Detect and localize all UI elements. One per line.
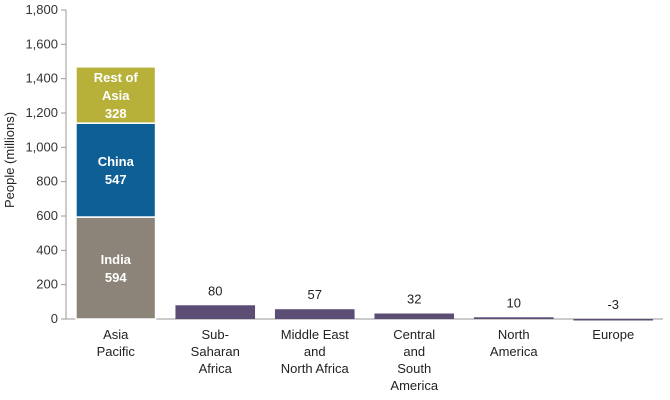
category-label: America (490, 344, 538, 359)
bar (374, 313, 455, 319)
category-label: and (403, 344, 425, 359)
y-axis-title: People (millions) (2, 112, 17, 208)
y-tick-label: 1,400 (25, 71, 58, 86)
bar (473, 317, 554, 319)
category-label: Europe (592, 327, 634, 342)
category-label: America (390, 378, 438, 393)
segment-label: India (101, 252, 132, 267)
segment-label: 594 (105, 270, 127, 285)
bar-value-label: 80 (208, 283, 222, 298)
y-tick-label: 0 (51, 311, 58, 326)
category-label: Middle East (281, 327, 349, 342)
y-tick-label: 200 (36, 277, 58, 292)
bar-segment (75, 216, 157, 320)
bar-value-label: -3 (607, 297, 619, 312)
bar (573, 319, 654, 321)
category-label: and (304, 344, 326, 359)
bar-segment (75, 66, 157, 124)
y-tick-label: 800 (36, 174, 58, 189)
bars: India 594 China 547 Rest of Asia 328 80 57 32 10 -3 (75, 66, 654, 321)
category-label: North (498, 327, 530, 342)
segment-label: China (98, 154, 135, 169)
segment-label: Rest of (94, 70, 139, 85)
bar-value-label: 57 (308, 287, 322, 302)
segment-label: 328 (105, 106, 127, 121)
bar-value-label: 10 (507, 295, 521, 310)
y-tick-label: 600 (36, 208, 58, 223)
category-label: Pacific (97, 344, 136, 359)
y-tick-label: 1,200 (25, 105, 58, 120)
y-tick-label: 1,600 (25, 36, 58, 51)
category-label: South (397, 361, 431, 376)
y-ticks: 0 200 400 600 800 1,000 1,200 1,400 1,600 1,800 (25, 2, 66, 326)
y-tick-label: 400 (36, 242, 58, 257)
y-tick-label: 1,800 (25, 2, 58, 17)
category-label: Sub- (202, 327, 229, 342)
category-label: Asia (103, 327, 129, 342)
category-label: Central (393, 327, 435, 342)
category-labels: Asia Pacific Sub- Saharan Africa Middle East a… (97, 327, 635, 393)
category-label: North Africa (281, 361, 350, 376)
category-label: Saharan (191, 344, 240, 359)
y-tick-label: 1,000 (25, 139, 58, 154)
bar (175, 305, 256, 319)
segment-label: Asia (102, 88, 130, 103)
bar-value-label: 32 (407, 292, 421, 307)
bar-segment (75, 122, 157, 218)
category-label: Africa (199, 361, 233, 376)
bar (274, 309, 355, 319)
segment-label: 547 (105, 172, 127, 187)
